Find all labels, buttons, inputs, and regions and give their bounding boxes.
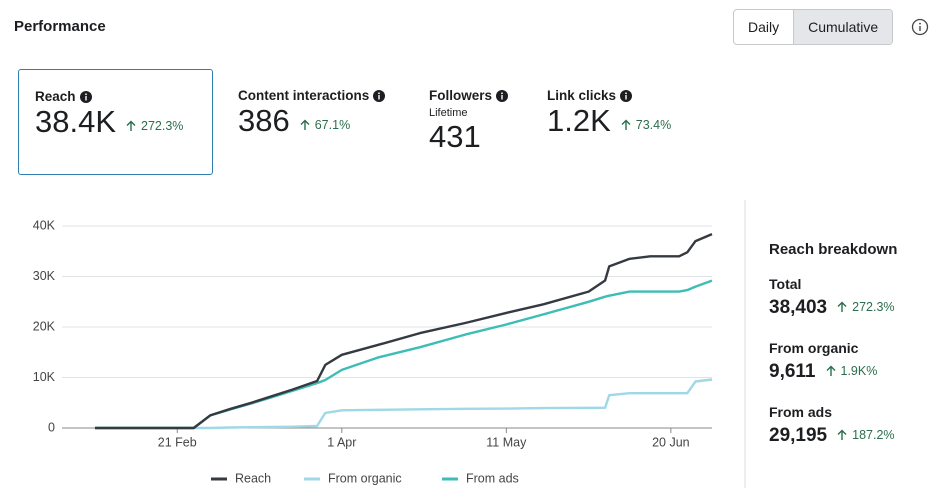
series-line: [95, 279, 713, 430]
info-icon[interactable]: [496, 89, 509, 102]
metric-row: 38.4K 272.3%: [35, 104, 196, 140]
metric-card[interactable]: Link clicks 1.2K 73.4%: [531, 69, 687, 175]
legend-label: Reach: [235, 471, 271, 485]
metric-change: 67.1%: [300, 118, 350, 132]
x-tick-label: 20 Jun: [652, 435, 690, 449]
metric-label-text: Content interactions: [238, 88, 370, 103]
info-icon[interactable]: [373, 89, 386, 102]
breakdown-change-text: 272.3%: [852, 300, 895, 314]
page-title: Performance: [14, 18, 106, 35]
breakdown-title: Reach breakdown: [769, 241, 898, 258]
cumulative-button[interactable]: Cumulative: [793, 10, 893, 44]
info-icon[interactable]: [911, 18, 929, 36]
breakdown-item: Total 38,403 272.3%: [769, 276, 895, 319]
breakdown-label: From organic: [769, 340, 859, 356]
x-tick-label: 21 Feb: [158, 435, 197, 449]
up-arrow: [837, 301, 847, 312]
metric-change-text: 73.4%: [635, 118, 672, 132]
metric-change-text: 67.1%: [314, 118, 351, 132]
breakdown-item: From ads 29,195 187.2%: [769, 404, 895, 447]
y-tick-label: 40K: [33, 218, 56, 232]
metric-value: 386: [238, 103, 290, 138]
metric-label: Followers: [429, 88, 509, 103]
y-tick-label: 20K: [33, 319, 56, 333]
breakdown-change: 1.9K%: [826, 364, 878, 378]
up-arrow: [837, 429, 847, 440]
info-icon[interactable]: [620, 89, 633, 102]
breakdown-change: 187.2%: [837, 428, 895, 442]
breakdown-label: From ads: [769, 404, 833, 420]
breakdown-label: Total: [769, 276, 802, 292]
metric-card[interactable]: Reach 38.4K 272.3%: [18, 69, 213, 175]
up-arrow: [126, 120, 136, 131]
breakdown-value: 29,195: [769, 425, 828, 446]
x-tick-label: 1 Apr: [327, 435, 356, 449]
breakdown-row: 29,195 187.2%: [769, 425, 895, 447]
legend-label: From organic: [328, 471, 402, 485]
up-arrow: [621, 119, 631, 130]
metric-label: Link clicks: [547, 88, 671, 103]
metric-value: 431: [429, 119, 481, 154]
daily-button[interactable]: Daily: [748, 19, 780, 35]
metric-label: Content interactions: [238, 88, 386, 103]
metric-label-text: Followers: [429, 88, 493, 103]
metric-card[interactable]: Followers Lifetime 431: [413, 69, 524, 175]
toggle: Daily Cumulative: [733, 9, 894, 45]
x-tick-label: 11 May: [486, 435, 527, 449]
breakdown-value: 38,403: [769, 297, 828, 318]
metric-label: Reach: [35, 89, 196, 104]
metric-row: 431: [429, 119, 508, 155]
breakdown-row: 9,611 1.9K%: [769, 361, 877, 383]
metric-change-text: 272.3%: [141, 119, 184, 133]
y-tick-label: 30K: [33, 269, 56, 283]
metric-value: 38.4K: [35, 104, 117, 139]
series-line: [95, 232, 713, 430]
up-arrow: [826, 365, 835, 376]
breakdown-item: From organic 9,611 1.9K%: [769, 340, 877, 383]
metric-change: 272.3%: [126, 119, 183, 133]
metric-label-text: Reach: [35, 89, 76, 104]
breakdown-change-text: 1.9K%: [840, 364, 878, 378]
breakdown-change-text: 187.2%: [852, 428, 895, 442]
metric-value: 1.2K: [547, 103, 611, 138]
series-line: [95, 378, 713, 430]
breakdown-change: 272.3%: [837, 300, 895, 314]
legend-label: From ads: [466, 471, 519, 485]
metric-card[interactable]: Content interactions 386 67.1%: [222, 69, 401, 175]
metric-change: 73.4%: [621, 118, 671, 132]
up-arrow: [300, 119, 310, 130]
breakdown-row: 38,403 272.3%: [769, 297, 895, 319]
metric-sublabel: Lifetime: [429, 107, 468, 119]
metric-label-text: Link clicks: [547, 88, 617, 103]
info-icon[interactable]: [79, 90, 92, 103]
breakdown-value: 9,611: [769, 361, 816, 382]
metric-row: 1.2K 73.4%: [547, 103, 671, 139]
y-tick-label: 10K: [33, 370, 56, 384]
y-tick-label: 0: [48, 420, 55, 434]
metric-row: 386 67.1%: [238, 103, 385, 139]
